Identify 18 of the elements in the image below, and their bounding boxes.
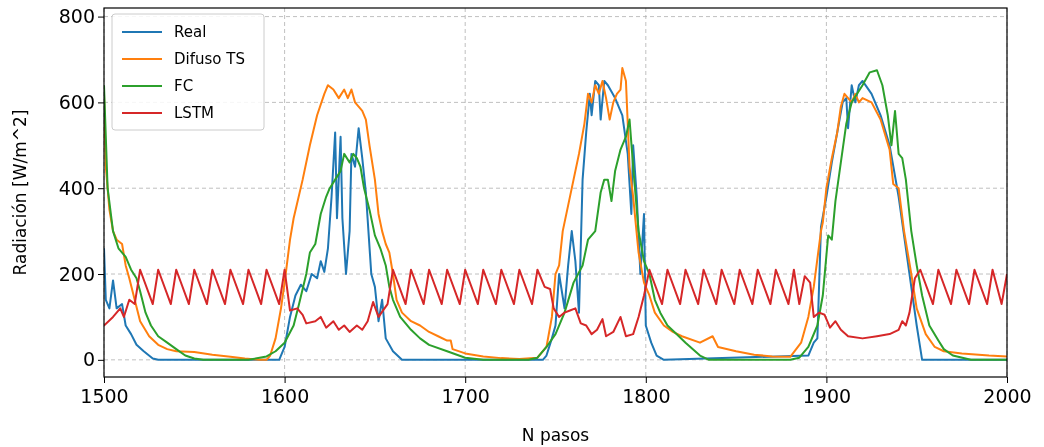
legend-label: Real xyxy=(174,23,207,41)
x-tick-label: 1600 xyxy=(260,385,310,408)
line-series xyxy=(104,268,1007,340)
x-tick-label: 2000 xyxy=(983,385,1032,408)
y-tick-label: 600 xyxy=(58,90,95,113)
x-tick-label: 1900 xyxy=(802,385,852,408)
y-axis-title: Radiación [W/m^2] xyxy=(10,109,30,276)
y-tick-label: 0 xyxy=(82,348,95,371)
y-tick-label: 200 xyxy=(58,262,95,285)
x-tick-label: 1800 xyxy=(622,385,671,408)
x-tick-label: 1500 xyxy=(80,385,129,408)
legend-label: LSTM xyxy=(174,104,214,122)
x-tick-label: 1700 xyxy=(441,385,490,408)
legend-label: Difuso TS xyxy=(174,50,245,68)
legend-label: FC xyxy=(174,77,194,95)
x-axis-title: N pasos xyxy=(521,425,590,445)
y-tick-label: 400 xyxy=(58,176,95,199)
y-tick-label: 800 xyxy=(58,5,95,28)
